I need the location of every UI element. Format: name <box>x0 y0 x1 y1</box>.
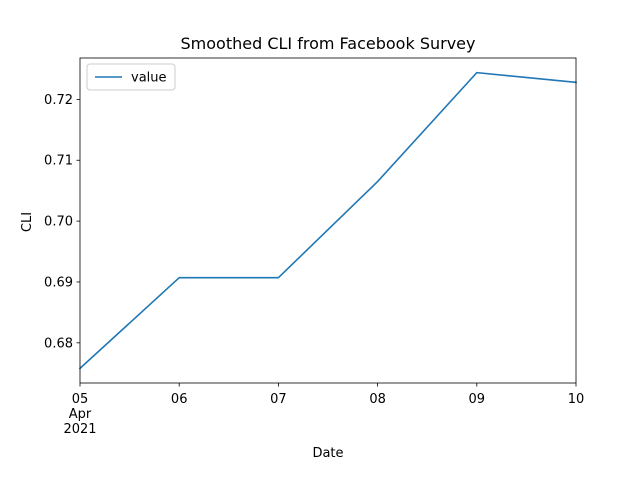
y-tick-label: 0.68 <box>44 336 73 351</box>
x-tick-label: 10 <box>568 392 585 407</box>
legend-box <box>86 63 176 91</box>
plot-background <box>80 58 576 383</box>
plot-frame <box>79 57 577 384</box>
x-tick-label-line: 09 <box>469 392 486 407</box>
x-tick-label: 06 <box>171 392 188 407</box>
x-tick-label-line: 10 <box>568 392 585 407</box>
x-tick-label-line: 08 <box>369 392 386 407</box>
x-tick-label: 05 Apr 2021 <box>63 392 96 437</box>
x-tick-label: 07 <box>270 392 287 407</box>
x-axis-label: Date <box>312 446 343 461</box>
legend: value <box>86 63 176 91</box>
x-tick-label-line: 05 <box>72 392 89 407</box>
y-tick-label: 0.70 <box>44 215 73 230</box>
y-tick-label: 0.69 <box>44 275 73 290</box>
y-tick-label: 0.72 <box>44 93 73 108</box>
x-tick-label: 08 <box>369 392 386 407</box>
x-tick-label: 09 <box>469 392 486 407</box>
series-line-0 <box>78 71 577 370</box>
x-tick-label-line: 2021 <box>63 422 96 437</box>
x-axis: 05 Apr 2021 06 07 08 09 10 <box>63 383 584 437</box>
x-tick-label-line: Apr <box>69 407 92 422</box>
chart-title: Smoothed CLI from Facebook Survey <box>181 34 476 53</box>
x-tick-label-line: 07 <box>270 392 287 407</box>
y-axis: 0.68 0.69 0.70 0.71 0.72 <box>44 93 80 351</box>
legend-label: value <box>131 71 167 86</box>
x-tick-label-line: 06 <box>171 392 188 407</box>
plot-area <box>78 57 577 384</box>
y-axis-label: CLI <box>20 212 35 232</box>
y-tick-label: 0.71 <box>44 154 73 169</box>
